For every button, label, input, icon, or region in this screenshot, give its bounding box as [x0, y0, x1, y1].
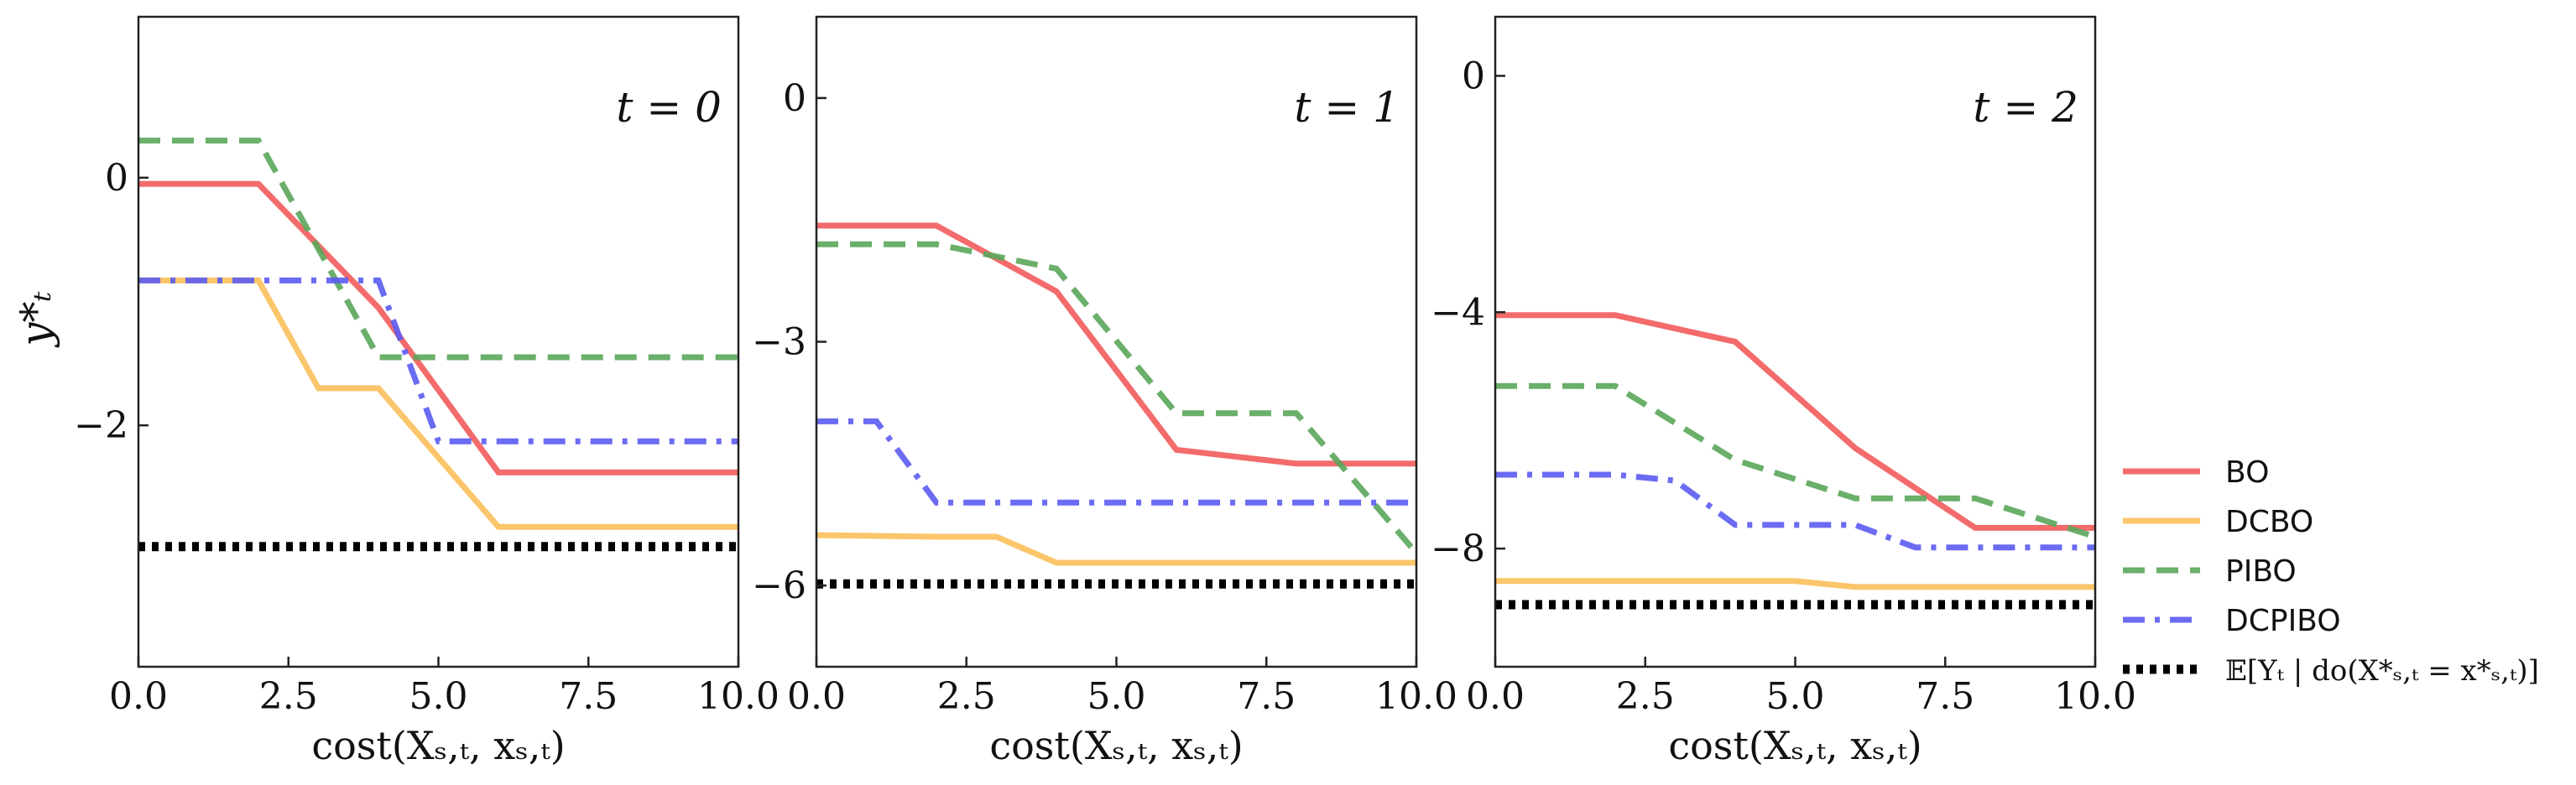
x-tick-label: 2.5 — [259, 675, 318, 718]
series-line-bo — [816, 222, 1416, 467]
x-axis-label: cost(Xₛ,ₜ, xₛ,ₜ) — [1668, 723, 1922, 768]
x-tick-label: 0.0 — [1466, 675, 1525, 718]
panels: 0.0 2.5 5.0 7.5 10.0 0 −2 t = 0 cost(Xₛ,ₜ, xₛ,ₜ)… — [12, 15, 2136, 768]
legend-item-dcbo: DCBO — [2123, 505, 2313, 539]
panel-annotation: t = 2 — [1973, 83, 2078, 132]
series-line-dcpibo — [1495, 471, 2095, 551]
x-tick-label: 10.0 — [1375, 675, 1457, 718]
x-tick-label: 7.5 — [559, 675, 618, 718]
legend-item-bo: BO — [2123, 455, 2269, 490]
x-tick-label: 7.5 — [1916, 675, 1974, 718]
y-tick-label: −6 — [752, 564, 806, 607]
chart-panel-2: 0.0 2.5 5.0 7.5 10.0 0 −4 −8 t = 2 cost(Xₛ,ₜ, xₛ,… — [1431, 15, 2136, 768]
series-line-bo — [138, 180, 738, 476]
y-tick-label: 0 — [105, 157, 128, 200]
x-tick-label: 2.5 — [1616, 675, 1675, 718]
x-tick-label: 5.0 — [1087, 675, 1146, 718]
legend-label: 𝔼[Yₜ | do(X*ₛ,ₜ = x*ₛ,ₜ)] — [2225, 654, 2539, 688]
x-tick-label: 5.0 — [409, 675, 468, 718]
series-group — [138, 138, 738, 552]
panel-annotation: t = 0 — [616, 83, 722, 132]
x-tick-label: 10.0 — [2054, 675, 2136, 718]
x-tick-label: 0.0 — [109, 675, 168, 718]
series-line-bo — [1495, 312, 2095, 531]
x-axis-label: cost(Xₛ,ₜ, xₛ,ₜ) — [989, 723, 1243, 768]
x-tick-label: 0.0 — [787, 675, 846, 718]
x-axis-label: cost(Xₛ,ₜ, xₛ,ₜ) — [311, 723, 565, 768]
series-line-pibo — [816, 241, 1416, 555]
legend-label: BO — [2225, 455, 2269, 490]
chart-panel-0: 0.0 2.5 5.0 7.5 10.0 0 −2 t = 0 cost(Xₛ,ₜ, xₛ,ₜ)… — [12, 15, 780, 768]
series-line-dcbo — [816, 532, 1416, 566]
series-line-dcbo — [138, 277, 738, 530]
legend-item-pibo: PIBO — [2123, 554, 2297, 589]
legend-label: DCBO — [2225, 505, 2313, 539]
legend-label: DCPIBO — [2225, 604, 2341, 638]
series-line-dcpibo — [816, 418, 1416, 506]
x-tick-label: 10.0 — [697, 675, 780, 718]
series-line-dcpibo — [138, 277, 738, 444]
y-tick-label: 0 — [1462, 55, 1485, 97]
series-line-pibo — [138, 138, 738, 361]
x-tick-label: 5.0 — [1766, 675, 1825, 718]
x-tick-label: 7.5 — [1237, 675, 1296, 718]
y-axis-label: y*ₜ — [12, 291, 60, 348]
y-tick-label: −8 — [1431, 528, 1485, 570]
legend: BO DCBO PIBO DCPIBO 𝔼[Yₜ | do(X*ₛ,ₜ = x*ₛ,ₜ)… — [2123, 455, 2539, 688]
y-tick-label: −2 — [74, 404, 128, 447]
series-group — [1495, 312, 2095, 610]
panel-annotation: t = 1 — [1294, 83, 1400, 132]
legend-item-dcpibo: DCPIBO — [2123, 604, 2341, 638]
y-tick-label: 0 — [783, 77, 806, 120]
series-line-dcbo — [1495, 578, 2095, 590]
chart-panel-1: 0.0 2.5 5.0 7.5 10.0 0 −3 −6 t = 1 cost(Xₛ,ₜ, xₛ,… — [752, 15, 1457, 768]
y-tick-label: −3 — [752, 321, 806, 364]
legend-item-optimum: 𝔼[Yₜ | do(X*ₛ,ₜ = x*ₛ,ₜ)] — [2123, 654, 2539, 688]
legend-label: PIBO — [2225, 554, 2297, 589]
y-tick-label: −4 — [1431, 291, 1485, 334]
series-line-pibo — [1495, 382, 2095, 540]
series-group — [816, 222, 1416, 589]
x-tick-label: 2.5 — [937, 675, 996, 718]
